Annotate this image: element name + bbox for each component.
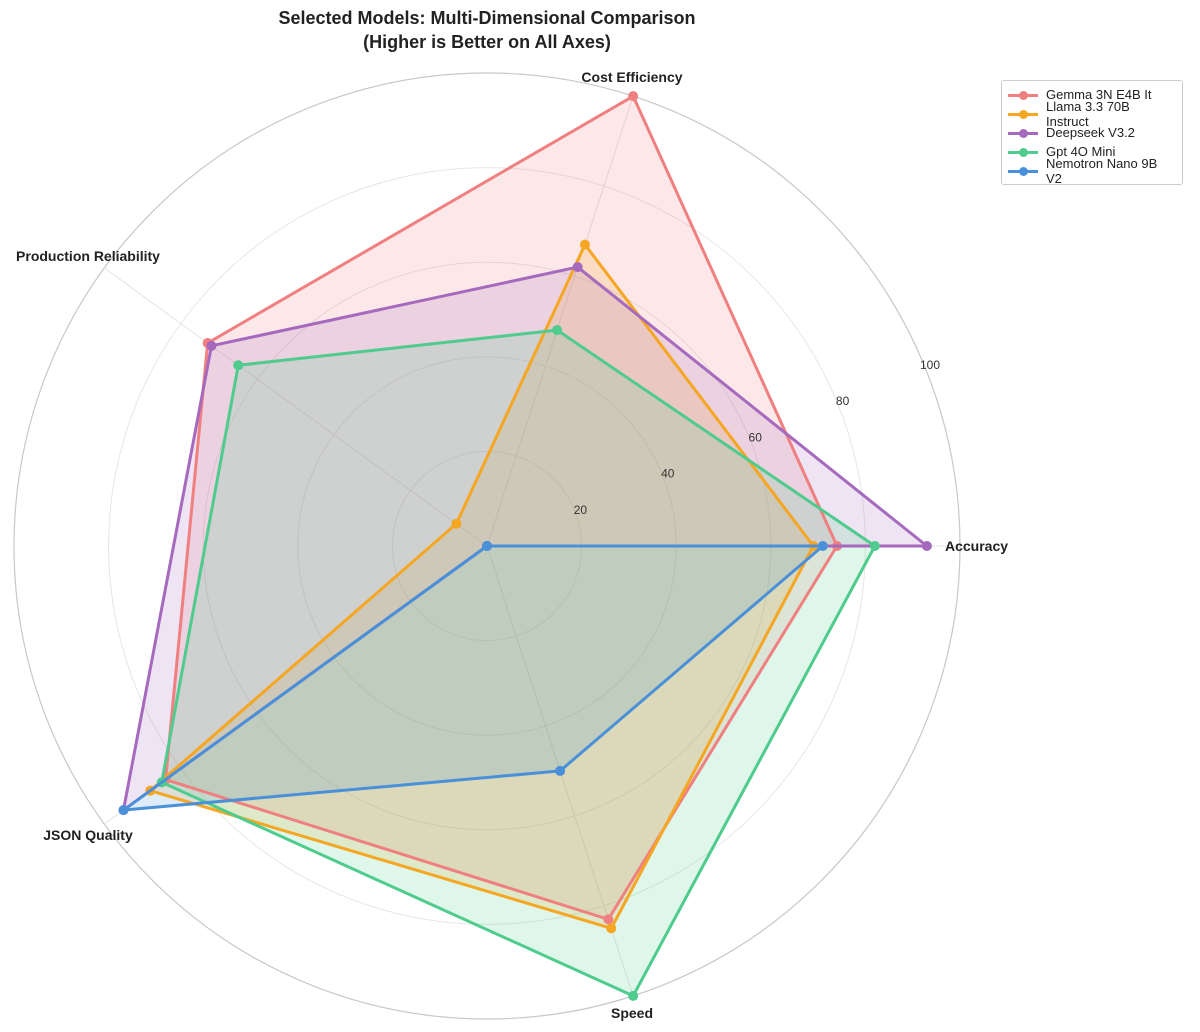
radial-tick-labels: 20 40 60 80 100	[574, 358, 941, 517]
series-fill	[150, 244, 814, 929]
data-point	[603, 914, 614, 925]
legend-line-marker-icon	[1008, 128, 1038, 138]
legend-label: Gemma 3N E4B It	[1046, 87, 1152, 102]
axis-spoke	[104, 267, 488, 547]
radial-tick-label: 80	[836, 394, 850, 408]
data-point	[233, 360, 244, 371]
chart-subtitle: (Higher is Better on All Axes)	[363, 32, 611, 52]
data-point	[552, 325, 563, 336]
series-fill	[123, 267, 927, 811]
legend-line-marker-icon	[1008, 90, 1038, 100]
legend-item: Gpt 4O Mini	[1008, 142, 1176, 161]
legend-line-marker-icon	[1008, 147, 1038, 157]
series-fill	[161, 330, 875, 996]
data-point	[628, 91, 639, 102]
legend-item: Deepseek V3.2	[1008, 123, 1176, 142]
data-point	[921, 541, 932, 551]
legend-label: Llama 3.3 70B Instruct	[1046, 98, 1130, 129]
legend-line-marker-icon	[1008, 109, 1038, 119]
data-point	[555, 765, 566, 776]
radial-tick-label: 40	[661, 467, 675, 481]
axis-label: Production Reliability	[16, 248, 160, 264]
data-point	[482, 541, 492, 551]
data-point	[451, 518, 462, 529]
data-point	[579, 239, 590, 250]
axis-label: Cost Efficiency	[581, 69, 682, 85]
radar-series	[118, 91, 932, 1001]
series-fill	[123, 546, 823, 811]
series-line	[148, 243, 815, 930]
series-line	[160, 328, 877, 998]
legend-label: Nemotron Nano 9B V2	[1046, 155, 1158, 186]
series-fill	[165, 96, 838, 920]
radial-tick-label: 20	[574, 503, 588, 517]
axis-label: Accuracy	[945, 538, 1008, 554]
legend-label: Deepseek V3.2	[1046, 125, 1135, 140]
axis-labels: Accuracy Cost Efficiency Production Reliab…	[16, 69, 1008, 1021]
legend-label: Gpt 4O Mini	[1046, 144, 1116, 159]
data-point	[817, 541, 828, 551]
axis-spoke	[486, 95, 634, 547]
legend: Gemma 3N E4B It Llama 3.3 70B Instruct Dee…	[1001, 80, 1183, 186]
data-point	[118, 805, 129, 816]
series-line	[164, 94, 839, 921]
legend-line-marker-icon	[1008, 166, 1038, 176]
data-point	[572, 262, 583, 273]
radial-tick-label: 60	[749, 430, 763, 444]
data-point	[869, 541, 880, 551]
data-point	[206, 340, 217, 351]
chart-title: Selected Models: Multi-Dimensional Compa…	[278, 8, 695, 28]
data-point	[628, 990, 639, 1001]
legend-item: Gemma 3N E4B It	[1008, 85, 1176, 104]
data-point	[606, 923, 617, 934]
axis-label: JSON Quality	[43, 827, 133, 843]
legend-item: Nemotron Nano 9B V2	[1008, 156, 1176, 186]
legend-item: Llama 3.3 70B Instruct	[1008, 99, 1176, 129]
radial-tick-label: 100	[920, 358, 940, 372]
axis-label: Speed	[611, 1005, 653, 1021]
